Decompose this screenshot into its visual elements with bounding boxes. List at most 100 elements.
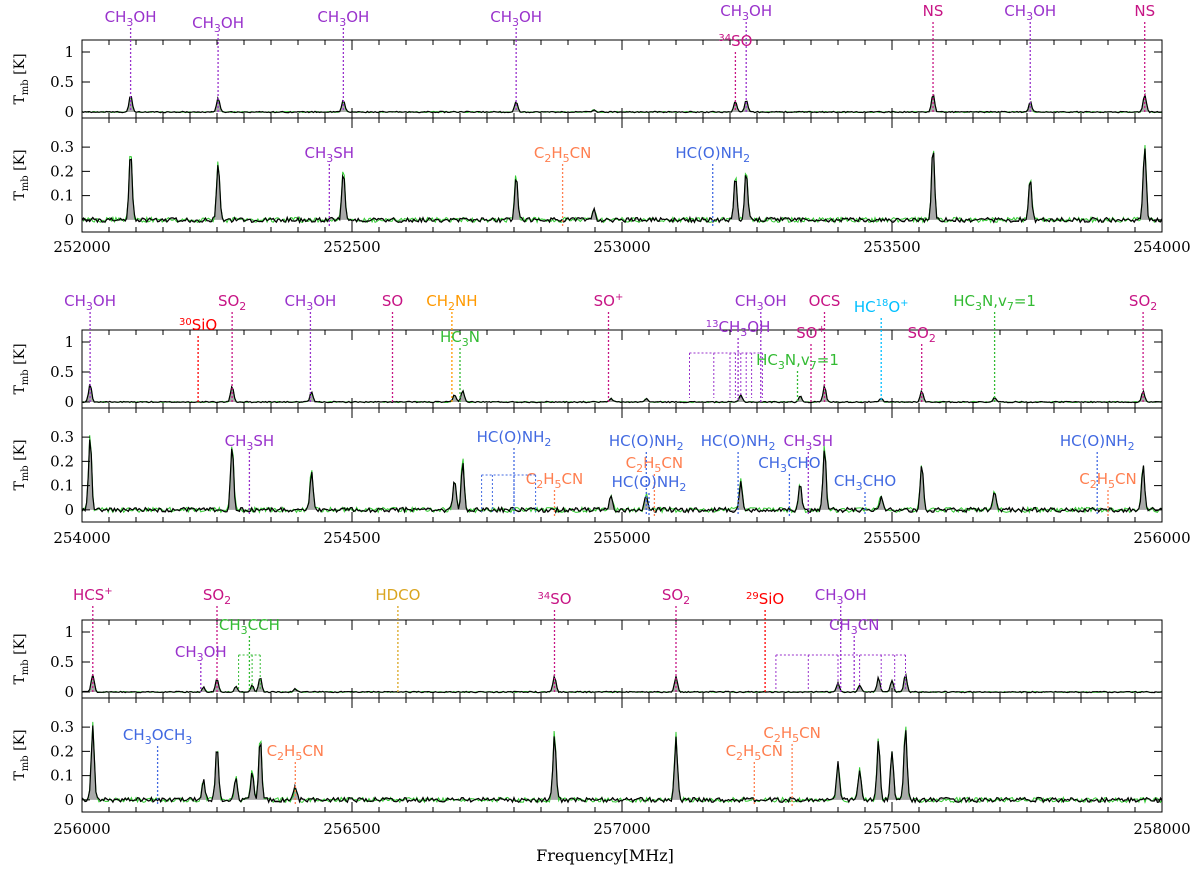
line-label: NS [1134,2,1155,20]
line-label: SO2 [203,586,231,607]
bottom-ytick-label: 0.2 [50,162,74,180]
bottom-panel-model-line-1 [81,144,1163,224]
xtick-label: 254500 [323,529,380,547]
top-ytick-label: 1 [64,623,74,641]
bottom-panel-frame-3 [81,697,1163,813]
row-2: 0 0.5 1 0 0.1 0.2 0.3 254000 254500 255000 255500 2… [12,292,1191,547]
line-label: CH3OH [317,8,369,29]
xtick-label: 256000 [1133,529,1190,547]
xtick-label: 257500 [863,820,920,838]
bottom-ytick-label: 0.2 [50,742,74,760]
line-label: HC(O)NH2 [1060,432,1135,453]
bottom-panel-frame-2 [81,407,1163,523]
line-label: CH3CHO [834,472,896,493]
bottom-ytick-label: 0.1 [50,187,74,205]
xtick-label: 252000 [53,238,110,256]
line-label: HC(O)NH2 [612,473,687,494]
xtick-label: 256000 [53,820,110,838]
line-label: OCS [809,292,841,310]
top-panel-frame-2 [81,329,1163,409]
xtick-label: 258000 [1133,820,1190,838]
row-3: 0 0.5 1 0 0.1 0.2 0.3 256000 256500 257000 257500 2… [12,586,1191,838]
line-label: CH2NH [426,292,477,313]
bottom-panel-observed-line-1 [81,148,1163,225]
line-label: CH3OH [105,8,157,29]
line-label: CH3OH [64,292,116,313]
line-label: 29SiO [746,590,784,608]
top-panel-frame-1 [81,39,1163,119]
bottom-panel-fill-3 [82,725,1162,803]
top-ytick-label: 0.5 [50,363,74,381]
top-ytick-label: 1 [64,43,74,61]
x-axis-label: Frequency[MHz] [536,846,674,865]
line-label: CH3CCH [219,616,280,637]
xtick-label: 255500 [863,529,920,547]
bottom-y-axis-label: Tmb [K] [12,439,31,490]
xtick-label: 252500 [323,238,380,256]
line-label: C2H5CN [626,454,683,475]
line-label: C2H5CN [267,742,324,763]
line-label: CH3OCH3 [123,726,192,747]
line-label: 34SO [718,32,752,50]
top-ytick-label: 0 [64,683,74,701]
bottom-panel-model-line-3 [81,721,1163,804]
line-label: SO [382,292,403,310]
top-ytick-label: 1 [64,333,74,351]
line-label: CH3SH [305,144,355,165]
line-label: HC(O)NH2 [675,144,750,165]
top-ytick-label: 0 [64,393,74,411]
line-label: CH3OH [192,14,244,35]
line-label: CH3SH [784,432,834,453]
bottom-panel-observed-line-2 [81,439,1163,514]
line-label: SO+ [796,324,826,342]
xtick-label: 253000 [593,238,650,256]
bottom-ytick-label: 0.3 [50,718,74,736]
top-y-axis-label: Tmb [K] [12,53,31,104]
bottom-ytick-label: 0.1 [50,477,74,495]
line-label: CH3SH [225,432,275,453]
line-label: CH3OH [175,643,227,664]
line-label: HC(O)NH2 [609,432,684,453]
bottom-ytick-label: 0.3 [50,138,74,156]
bottom-y-axis-label: Tmb [K] [12,729,31,780]
line-label: SO2 [908,324,936,345]
line-label: CH3OH [735,292,787,313]
line-label: CH3CHO [758,454,820,475]
line-label: C2H5CN [526,470,583,491]
line-label: 30SiO [179,316,217,334]
line-label: SO2 [218,292,246,313]
plot-root: 0 0.5 1 0 0.1 0.2 0.3 252000 252500 253000 253500 2… [12,2,1191,838]
line-label: NS [923,2,944,20]
line-label: CH3OH [490,8,542,29]
line-label: HC3N,v7=1 [953,292,1036,313]
line-label: HC3N [440,328,480,349]
line-label: SO2 [662,586,690,607]
line-label: HC(O)NH2 [701,432,776,453]
bottom-ytick-label: 0.2 [50,452,74,470]
bottom-ytick-label: 0.3 [50,428,74,446]
line-label: CH3OH [1004,2,1056,23]
line-label: CH3OH [720,2,772,23]
line-label: C2H5CN [1079,470,1136,491]
bottom-ytick-label: 0 [64,501,74,519]
line-label: C2H5CN [726,742,783,763]
bottom-ytick-label: 0.1 [50,767,74,785]
top-ytick-label: 0.5 [50,73,74,91]
line-label: 13CH3OH [706,318,771,339]
line-label: HC3N,v7=1 [756,351,839,372]
line-label: SO+ [594,292,624,310]
xtick-label: 254000 [1133,238,1190,256]
bottom-panel-observed-line-3 [81,725,1163,804]
bottom-y-axis-label: Tmb [K] [12,149,31,200]
line-label: HC(O)NH2 [477,428,552,449]
bottom-ytick-label: 0 [64,791,74,809]
bottom-panel-frame-1 [81,117,1163,233]
row-1: 0 0.5 1 0 0.1 0.2 0.3 252000 252500 253000 253500 2… [12,2,1191,256]
xtick-label: 253500 [863,238,920,256]
top-ytick-label: 0 [64,103,74,121]
line-label: SO2 [1129,292,1157,313]
bottom-panel-fill-1 [82,148,1162,223]
top-ytick-label: 0.5 [50,653,74,671]
xtick-label: 255000 [593,529,650,547]
